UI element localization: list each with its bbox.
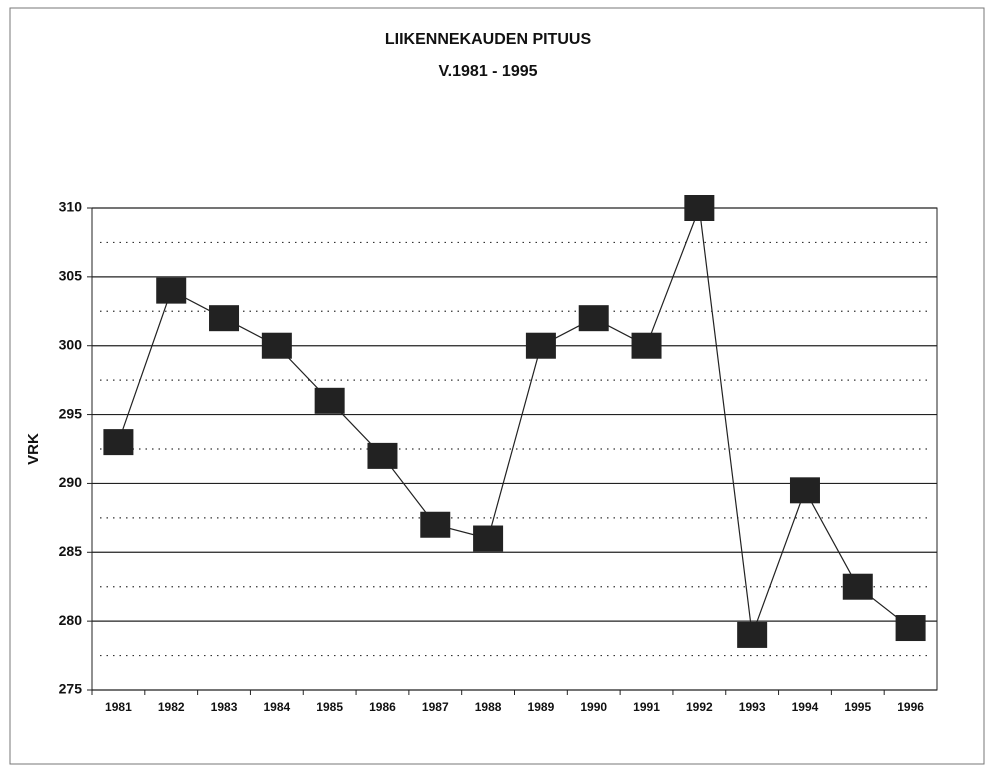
y-tick-label: 310: [59, 199, 83, 215]
x-tick-label: 1986: [369, 700, 396, 714]
x-tick-label: 1985: [316, 700, 343, 714]
marker: [895, 615, 926, 642]
marker: [684, 195, 715, 221]
y-axis-label: VRK: [25, 433, 42, 465]
x-tick-label: 1989: [528, 700, 555, 714]
marker: [473, 525, 504, 552]
x-tick-label: 1982: [158, 700, 185, 714]
marker: [737, 621, 768, 648]
y-tick-label: 280: [59, 612, 83, 628]
marker: [578, 305, 609, 332]
chart-title: LIIKENNEKAUDEN PITUUS: [385, 31, 592, 48]
marker: [420, 511, 451, 538]
marker: [261, 332, 292, 359]
series-line: [117, 207, 911, 636]
marker: [525, 332, 556, 359]
marker: [842, 573, 873, 600]
x-tick-label: 1987: [422, 700, 449, 714]
x-tick-label: 1992: [686, 700, 713, 714]
marker: [209, 305, 240, 332]
marker: [103, 429, 134, 456]
y-tick-label: 285: [59, 543, 83, 559]
x-tick-label: 1990: [580, 700, 607, 714]
y-tick-label: 295: [59, 405, 83, 421]
plot-area: [91, 207, 938, 691]
y-tick-label: 300: [59, 336, 83, 352]
x-tick-label: 1995: [844, 700, 871, 714]
y-tick-label: 290: [59, 474, 83, 490]
marker: [789, 477, 820, 504]
marker: [156, 277, 187, 304]
x-tick-label: 1996: [897, 700, 924, 714]
x-tick-label: 1988: [475, 700, 502, 714]
marker: [367, 442, 398, 469]
frame: [9, 7, 985, 765]
x-tick-label: 1993: [739, 700, 766, 714]
x-tick-label: 1983: [211, 700, 238, 714]
x-tick-label: 1981: [105, 700, 132, 714]
x-tick-label: 1991: [633, 700, 660, 714]
x-tick-label: 1984: [263, 700, 290, 714]
marker: [314, 387, 345, 414]
marker: [631, 332, 662, 359]
y-tick-label: 305: [59, 268, 83, 284]
y-tick-label: 275: [59, 681, 83, 697]
x-tick-label: 1994: [792, 700, 819, 714]
chart-subtitle: V.1981 - 1995: [438, 63, 537, 80]
